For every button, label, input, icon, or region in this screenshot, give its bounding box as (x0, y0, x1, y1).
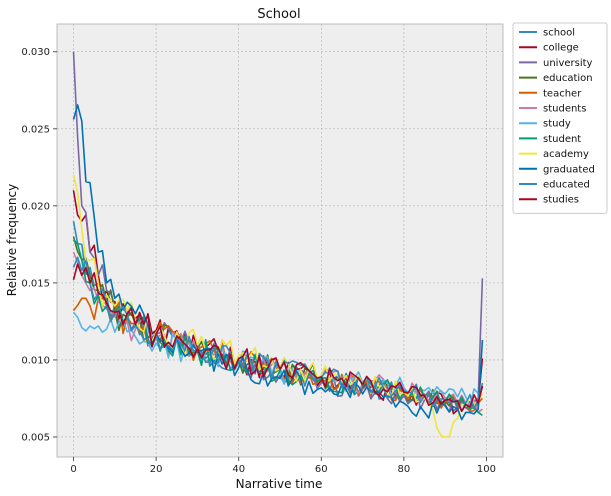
series-lines (72, 51, 484, 438)
y-tick-label: 0.020 (21, 201, 50, 212)
y-tick-label: 0.030 (21, 47, 50, 58)
legend-label: college (543, 43, 579, 54)
legend-label: student (543, 134, 581, 145)
legend-label: education (543, 73, 593, 84)
legend-label: students (543, 104, 586, 115)
y-tick-label: 0.005 (21, 432, 50, 443)
plot-background (56, 23, 504, 458)
series-line-graduated (72, 104, 484, 421)
y-tick-label: 0.025 (21, 124, 50, 135)
legend-box (512, 22, 608, 214)
legend-label: graduated (543, 164, 595, 175)
legend-label: academy (543, 149, 589, 160)
x-tick-label: 100 (477, 464, 496, 475)
plot-area (56, 23, 504, 458)
x-tick-label: 60 (315, 464, 328, 475)
y-tick-label: 0.015 (21, 278, 50, 289)
legend-label: university (543, 58, 593, 69)
y-tick-label: 0.010 (21, 355, 50, 366)
chart-title: School (257, 7, 300, 22)
series-line-studies (72, 263, 484, 413)
x-tick-label: 80 (398, 464, 411, 475)
y-axis-title: Relative frequency (5, 184, 19, 296)
grid-lines (57, 24, 503, 457)
legend: school college university education teacher s… (512, 22, 608, 214)
x-tick-label: 40 (232, 464, 245, 475)
legend-label: study (543, 119, 571, 130)
x-tick-label: 0 (70, 464, 76, 475)
legend-label: school (543, 28, 575, 39)
legend-label: educated (543, 180, 590, 191)
axes: 0 20 40 60 80 100 0.005 0.010 0.015 0.020 0.025 0.0… (21, 47, 496, 475)
x-tick-label: 20 (150, 464, 163, 475)
series-line-academy (72, 174, 484, 438)
legend-label: teacher (543, 88, 582, 99)
series-line-educated (72, 256, 484, 412)
x-axis-title: Narrative time (236, 477, 323, 491)
legend-label: studies (543, 195, 579, 206)
